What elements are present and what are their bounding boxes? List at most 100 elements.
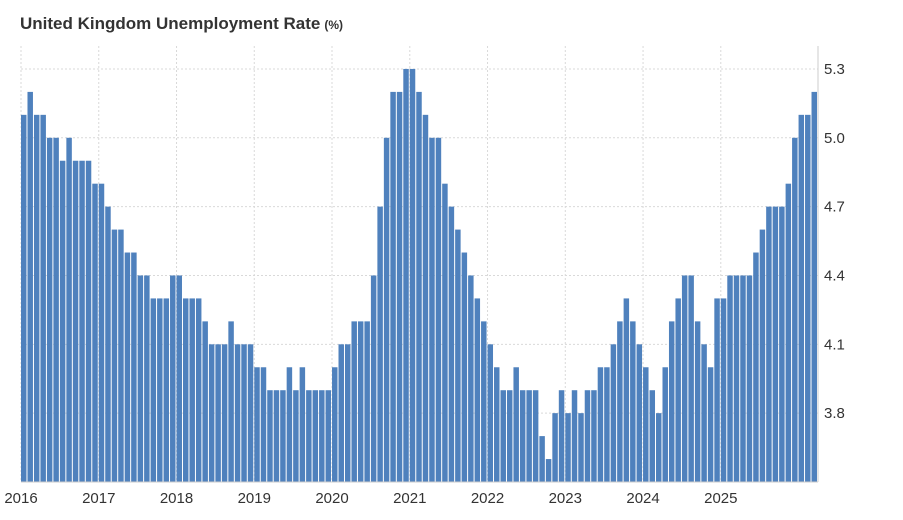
- bar: [519, 390, 526, 482]
- bar: [740, 275, 746, 482]
- bar: [442, 183, 448, 482]
- bar: [390, 91, 396, 482]
- bar: [92, 183, 98, 482]
- y-tick-label: 4.7: [824, 199, 845, 216]
- bar: [468, 275, 474, 482]
- bar: [377, 206, 383, 482]
- bar: [429, 137, 435, 482]
- bar: [332, 367, 338, 482]
- bar: [247, 344, 254, 482]
- bar: [59, 160, 66, 482]
- bar: [545, 459, 552, 482]
- bar: [344, 344, 351, 482]
- bar: [792, 137, 798, 482]
- bar: [241, 344, 247, 482]
- y-tick-label: 3.8: [824, 405, 845, 422]
- bar: [312, 390, 319, 482]
- bar: [694, 321, 701, 482]
- bar: [701, 344, 707, 482]
- bar: [571, 390, 578, 482]
- bar: [759, 229, 766, 482]
- bar: [688, 275, 694, 482]
- bar: [558, 390, 565, 482]
- bar: [319, 390, 325, 482]
- bar: [383, 137, 390, 482]
- bar: [325, 390, 332, 482]
- bar: [805, 114, 811, 482]
- bar: [435, 137, 442, 482]
- bar: [623, 298, 630, 482]
- bar: [811, 91, 817, 482]
- bar: [733, 275, 740, 482]
- y-tick-label: 4.4: [824, 267, 845, 284]
- bar: [280, 390, 286, 482]
- x-tick-label: 2025: [704, 490, 737, 507]
- chart-title: United Kingdom Unemployment Rate: [20, 14, 321, 33]
- bar: [474, 298, 481, 482]
- bar: [234, 344, 241, 482]
- chart-unit: (%): [324, 18, 344, 32]
- bar: [422, 114, 429, 482]
- bar: [79, 160, 85, 482]
- bar: [643, 367, 649, 482]
- bar: [591, 390, 597, 482]
- bar: [208, 344, 215, 482]
- bar: [85, 160, 92, 482]
- bar: [746, 275, 753, 482]
- bar: [195, 298, 202, 482]
- x-tick-label: 2024: [626, 490, 659, 507]
- bar: [33, 114, 40, 482]
- bar: [753, 252, 759, 482]
- bar: [364, 321, 370, 482]
- bar: [157, 298, 163, 482]
- y-tick-label: 5.0: [824, 130, 845, 147]
- bar: [221, 344, 228, 482]
- x-tick-label: 2019: [238, 490, 271, 507]
- bar: [260, 367, 267, 482]
- bar: [176, 275, 182, 482]
- bar: [481, 321, 487, 482]
- bar: [338, 344, 344, 482]
- bar: [306, 390, 312, 482]
- bar: [409, 68, 416, 483]
- bar: [539, 436, 545, 482]
- bar: [578, 413, 584, 482]
- chart-title-row: United Kingdom Unemployment Rate (%): [20, 14, 343, 34]
- bar: [656, 413, 662, 482]
- bar: [798, 114, 805, 482]
- bar: [487, 344, 494, 482]
- x-tick-label: 2017: [82, 490, 115, 507]
- bar: [675, 298, 681, 482]
- bar: [370, 275, 377, 482]
- bar: [293, 390, 299, 482]
- bar: [714, 298, 720, 482]
- bar: [727, 275, 733, 482]
- bar: [630, 321, 636, 482]
- bar: [662, 367, 668, 482]
- bar: [137, 275, 144, 482]
- y-tick-label: 4.1: [824, 336, 845, 353]
- bar: [604, 367, 610, 482]
- bar: [72, 160, 79, 482]
- bar: [150, 298, 157, 482]
- bar: [707, 367, 714, 482]
- bar: [21, 114, 27, 482]
- x-tick-label: 2020: [315, 490, 348, 507]
- bar: [513, 367, 519, 482]
- x-tick-label: 2016: [4, 490, 37, 507]
- bar: [105, 206, 111, 482]
- bar: [779, 206, 785, 482]
- bar: [461, 252, 468, 482]
- bar: [254, 367, 260, 482]
- bar: [772, 206, 779, 482]
- bar: [144, 275, 150, 482]
- bar: [46, 137, 53, 482]
- bar: [565, 413, 571, 482]
- bar: [299, 367, 306, 482]
- bar: [766, 206, 772, 482]
- bar: [448, 206, 455, 482]
- bar: [182, 298, 189, 482]
- bar: [785, 183, 792, 482]
- bar: [351, 321, 357, 482]
- bar: [273, 390, 280, 482]
